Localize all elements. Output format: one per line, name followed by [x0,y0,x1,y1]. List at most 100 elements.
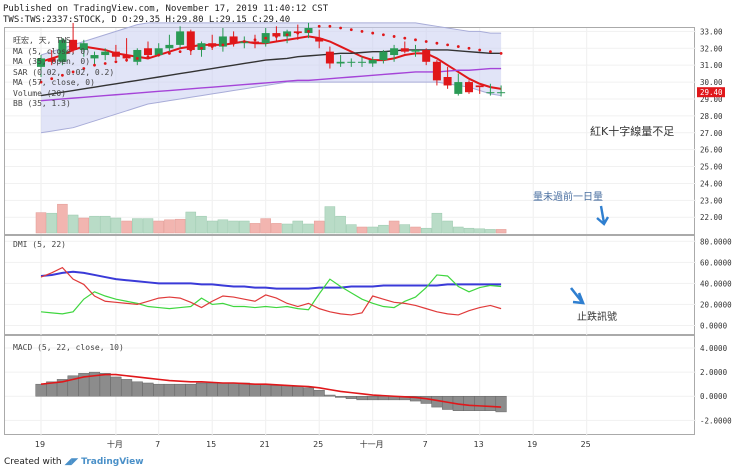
y-tick-label: 27.00 [700,129,723,138]
sar-dot [125,58,128,62]
bollinger-lower-line [40,81,502,134]
sar-dot [264,36,268,40]
adx-line [40,270,502,290]
volume-bar [485,229,496,234]
candle-body [454,82,463,94]
y-tick-label: 4.0000 [700,344,728,353]
dmi-panel[interactable]: 80.0000 60.0000 40.0000 20.0000 0.0000 止跌訊號 D… [4,235,732,336]
candle-body [379,51,388,61]
plus-di-line [40,274,502,315]
legend-volume: Volume (20) [13,88,66,98]
x-tick-label: 21 [260,440,270,449]
candle-body [358,61,366,63]
macd-histogram-bar [228,382,240,397]
sar-dot [349,28,353,32]
macd-histogram-bar [174,383,186,397]
sar-dot [382,33,385,37]
sar-dot [178,50,182,54]
macd-histogram-bar [377,395,389,401]
macd-histogram-bar [356,395,368,401]
sar-dot [221,43,225,47]
price-legend: 旺宏, 天, TWS MA (5, close, 0) MA (35, open… [13,36,114,110]
candle-body [69,39,78,50]
y-tick-label: 28.00 [700,112,723,121]
minus-di-line [40,266,502,316]
macd-histogram-bar [292,386,304,397]
candle-body [122,55,131,59]
candle-body [347,61,356,63]
time-axis: 19 十月 7 15 21 25 十一月 7 13 19 25 [35,439,591,449]
sar-dot [135,57,139,60]
x-tick-label: 25 [581,440,591,449]
price-panel[interactable]: 33.00 32.00 31.00 30.00 29.00 28.00 27.00 26.00… [4,22,725,235]
y-tick-label: -2.0000 [700,416,732,425]
footer: Created with ◢◤ TradingView [4,457,144,467]
candle-body [443,77,452,86]
volume-bar [495,229,507,234]
dmi-legend: DMI (5, 22) [13,240,66,249]
candle-body [400,48,409,52]
price-chart[interactable]: 33.00 32.00 31.00 30.00 29.00 28.00 27.00 26.00… [5,22,740,236]
macd-histogram-bar [110,376,122,397]
sar-dot [82,67,86,70]
candle-body [325,51,334,64]
macd-histogram-bar [324,394,336,397]
y-tick-label: 80.0000 [700,237,732,246]
candle-body [422,49,431,62]
volume-bar [281,223,293,234]
annotation-volume: 量未過前一日量 [533,190,603,203]
legend-sar: SAR (0.02, 0.02, 0.2) [13,67,115,77]
volume-bar [249,223,261,234]
x-tick-label: 十月 [107,439,123,449]
sar-dot [61,73,64,77]
macd-legend: MACD (5, 22, close, 10) [13,343,124,352]
volume-bar [121,220,132,234]
sar-dot [168,51,171,55]
last-price-label: 29.40 [700,88,723,97]
volume-bar [474,228,485,234]
volume-bar [420,227,432,234]
macd-chart[interactable]: 4.0000 2.0000 0.0000 -2.0000 [5,336,740,436]
volume-bar [303,223,314,234]
candle-body [186,31,195,50]
candle-body [144,48,152,56]
sar-dot [200,46,203,50]
volume-bar [356,226,368,234]
sar-dot [285,33,289,37]
volume-bar [463,227,475,234]
macd-histogram-bar [99,373,111,397]
sar-dot [414,38,417,42]
sar-dot [360,29,364,33]
macd-histogram-bar [249,383,261,397]
macd-histogram-bar [281,385,293,397]
x-tick-label: 13 [474,440,484,449]
legend-ma5: MA (5, close, 0) [13,46,91,56]
macd-panel[interactable]: 4.0000 2.0000 0.0000 -2.0000 MACD (5, 22, c… [4,335,732,436]
candle-body [79,43,88,50]
candle-body [58,39,67,62]
x-tick-label: 7 [423,440,428,449]
candle-body [101,51,110,56]
macd-histogram-bar [484,395,496,411]
candle-body [486,92,495,94]
annotation-dmi: 止跌訊號 [577,310,617,323]
dmi-chart[interactable]: 80.0000 60.0000 40.0000 20.0000 0.0000 止跌訊號 [5,236,740,336]
volume-bar [388,220,400,234]
y-tick-label: 26.00 [700,146,723,155]
macd-histogram-bar [163,383,175,397]
volume-bar [367,226,378,234]
arrow-up-icon [569,287,586,305]
volume-bar [206,220,218,234]
macd-histogram-bar [270,385,282,397]
sar-dot [157,53,161,57]
y-tick-label: 60.0000 [700,258,732,267]
macd-histogram-bar [302,387,315,397]
candle-body [411,49,420,52]
candle-body [272,33,281,37]
volume-bar [239,220,250,234]
volume-bar [431,212,443,234]
volume-bar [110,217,122,234]
macd-histogram-bar [463,395,475,411]
volume-bar [46,212,57,234]
sar-dot [93,63,96,67]
